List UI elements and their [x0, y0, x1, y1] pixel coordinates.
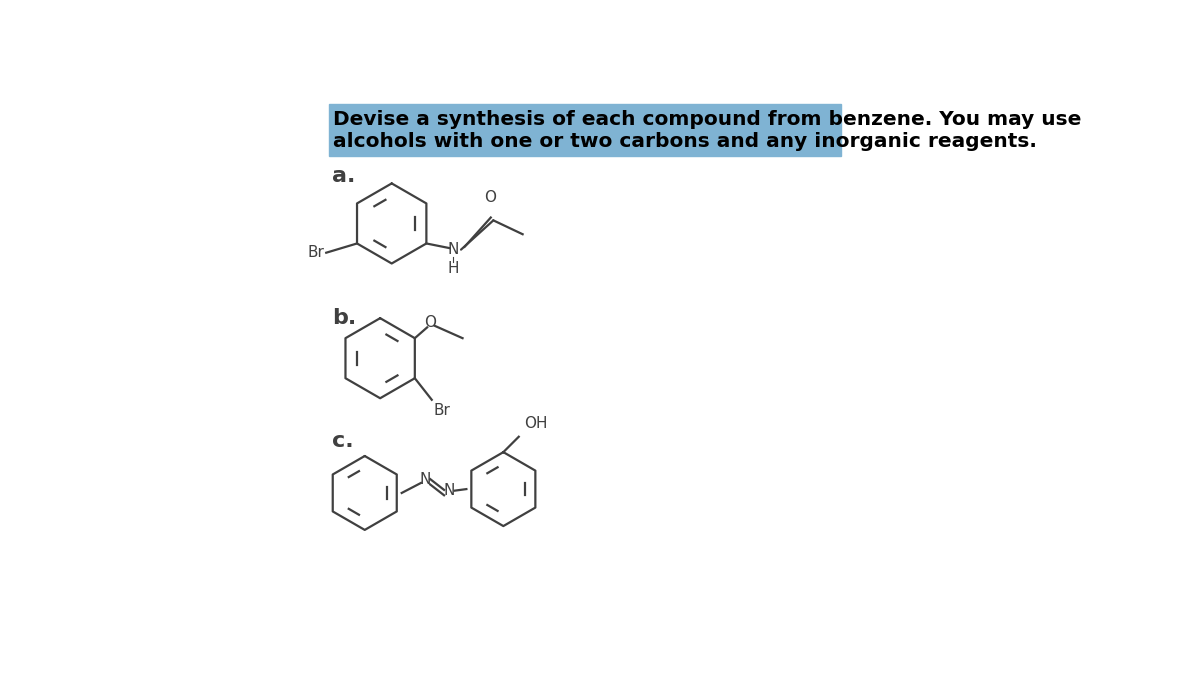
Text: OH: OH: [524, 416, 547, 431]
Text: Br: Br: [307, 245, 324, 260]
Text: O: O: [425, 315, 437, 330]
Text: Devise a synthesis of each compound from benzene. You may use: Devise a synthesis of each compound from…: [334, 110, 1081, 129]
Text: N: N: [444, 483, 455, 498]
Text: H: H: [448, 261, 460, 275]
Text: c.: c.: [331, 431, 353, 452]
Text: N: N: [419, 472, 431, 487]
Text: O: O: [485, 190, 497, 205]
Text: b.: b.: [331, 308, 356, 328]
Text: alcohols with one or two carbons and any inorganic reagents.: alcohols with one or two carbons and any…: [334, 132, 1037, 151]
FancyBboxPatch shape: [329, 104, 841, 157]
Text: Br: Br: [433, 403, 450, 418]
Text: a.: a.: [331, 165, 355, 186]
Text: N: N: [448, 242, 460, 257]
